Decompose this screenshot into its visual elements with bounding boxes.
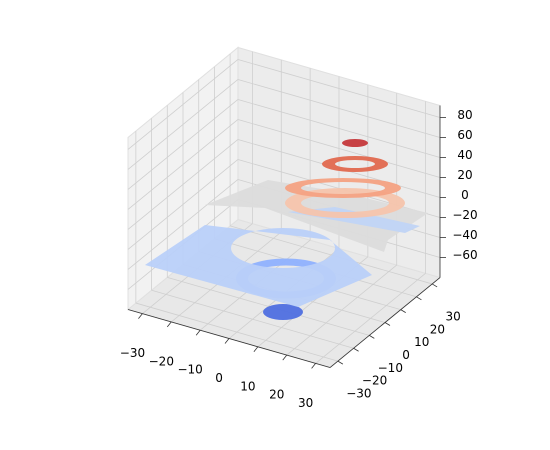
y-tick [416,296,422,301]
grid-line [167,276,370,336]
contour-level [263,304,303,320]
y-tick [431,283,438,288]
y-tick [369,335,375,339]
grid-line [127,119,239,210]
contour-level [145,225,372,307]
y-tick [384,322,391,326]
z-tick-label: 80 [457,108,472,122]
x-tick [253,346,259,353]
z-tick-label: 60 [457,128,472,142]
grid-line [237,59,441,118]
grid-line [237,79,441,138]
y-tick-label: −30 [346,387,371,401]
contour-level [342,139,368,147]
grid-line [127,59,239,150]
x-tick [195,329,201,336]
grid-line [230,225,433,285]
y-tick [337,360,344,365]
x-tick [224,338,230,344]
grid-line [237,119,441,178]
x-tick-label: 0 [215,371,223,385]
grid-line [127,159,239,250]
x-tick-label: −20 [149,354,174,368]
z-tick-label: −60 [452,248,477,262]
x-tick-label: 10 [240,379,255,393]
x-tick-label: −30 [120,346,145,360]
y-tick-label: 20 [430,322,445,336]
y-tick [353,347,359,352]
y-axis [329,277,441,368]
grid-line [127,99,239,190]
grid-line [151,289,354,349]
y-tick-label: −10 [378,361,403,375]
z-tick-label: 0 [461,188,469,202]
contour-level [285,178,401,198]
z-tick-label: −20 [452,208,477,222]
z-tick-label: 40 [457,148,472,162]
x-tick [311,363,316,369]
grid-line [127,179,239,270]
z-tick-label: −40 [452,228,477,242]
grid-line [237,99,441,158]
x-tick-label: −10 [177,363,202,377]
x-axis [127,309,331,368]
x-tick [138,313,143,319]
grid-line [135,302,338,362]
grid-line [127,79,239,170]
y-tick-label: 10 [414,335,429,349]
y-tick-label: 0 [402,348,410,362]
x-tick-label: 20 [269,388,284,402]
x-tick [166,321,172,328]
grid-line [127,139,239,230]
y-tick-label: 30 [445,309,460,323]
y-tick-label: −20 [362,374,387,388]
y-tick [400,309,406,313]
x-tick-label: 30 [298,396,313,410]
contour-level [322,156,388,172]
x-tick [282,354,288,361]
z-tick-label: 20 [457,168,472,182]
